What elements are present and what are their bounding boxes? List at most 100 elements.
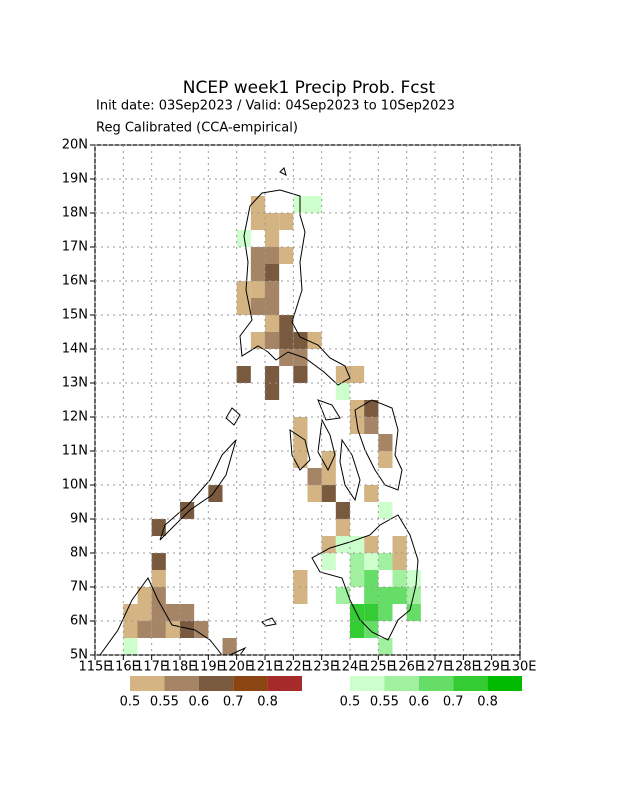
colorbar-swatch — [130, 676, 165, 691]
prob-cell — [180, 502, 195, 519]
prob-cell — [378, 434, 393, 451]
prob-cell — [279, 349, 294, 366]
prob-cell — [378, 502, 393, 519]
y-tick-label: 12N — [62, 410, 88, 425]
prob-cell — [265, 281, 280, 298]
prob-cell — [265, 383, 280, 400]
colorbar-label: 0.7 — [223, 695, 244, 710]
prob-cell — [293, 570, 308, 587]
x-tick-label: 115E — [78, 660, 111, 675]
prob-cell — [236, 230, 251, 247]
prob-cell — [265, 315, 280, 332]
subtitle: Reg Calibrated (CCA-empirical) — [96, 121, 298, 136]
prob-cell — [293, 587, 308, 604]
prob-cell — [364, 604, 379, 621]
prob-cell — [321, 468, 336, 485]
colorbar-label: 0.5 — [340, 695, 361, 710]
x-tick-label: 122E — [277, 660, 310, 675]
x-tick-label: 127E — [418, 660, 451, 675]
prob-cell — [406, 604, 421, 621]
prob-cell — [378, 604, 393, 621]
colorbar-swatch — [164, 676, 199, 691]
chart-title: NCEP week1 Precip Prob. Fcst — [183, 78, 436, 98]
prob-cell — [194, 621, 209, 638]
prob-cell — [307, 196, 322, 213]
prob-cell — [151, 570, 166, 587]
prob-cell — [406, 570, 421, 587]
prob-cell — [250, 264, 265, 281]
x-tick-label: 121E — [248, 660, 281, 675]
colorbar-swatch — [453, 676, 488, 691]
prob-cell — [165, 621, 180, 638]
x-tick-label: 124E — [333, 660, 366, 675]
prob-cell — [392, 553, 407, 570]
prob-cell — [293, 366, 308, 383]
prob-cell — [307, 468, 322, 485]
prob-cell — [293, 417, 308, 434]
prob-cell — [180, 621, 195, 638]
prob-cell — [151, 604, 166, 621]
prob-cell — [165, 604, 180, 621]
prob-cell — [307, 485, 322, 502]
y-tick-label: 10N — [62, 478, 88, 493]
prob-cell — [364, 587, 379, 604]
prob-cell — [250, 298, 265, 315]
x-tick-label: 130E — [503, 660, 536, 675]
x-tick-label: 126E — [390, 660, 423, 675]
prob-cell — [378, 638, 393, 655]
y-tick-label: 15N — [62, 308, 88, 323]
prob-cell — [123, 604, 138, 621]
prob-cell — [350, 604, 365, 621]
y-tick-label: 6N — [70, 614, 88, 629]
prob-cell — [279, 315, 294, 332]
prob-cell — [364, 400, 379, 417]
subtitle: Init date: 03Sep2023 / Valid: 04Sep2023 … — [96, 99, 455, 114]
prob-cell — [151, 587, 166, 604]
prob-cell — [265, 264, 280, 281]
prob-cell — [137, 621, 152, 638]
prob-cell — [321, 536, 336, 553]
colorbar-label: 0.7 — [443, 695, 464, 710]
colorbar-swatch — [384, 676, 419, 691]
prob-cell — [265, 247, 280, 264]
prob-cell — [279, 332, 294, 349]
prob-cell — [265, 298, 280, 315]
colorbar-label: 0.5 — [120, 695, 141, 710]
prob-cell — [250, 332, 265, 349]
prob-cell — [364, 553, 379, 570]
coastline — [99, 167, 419, 656]
colorbar-swatch — [233, 676, 268, 691]
x-tick-label: 123E — [305, 660, 338, 675]
prob-cell — [250, 281, 265, 298]
prob-cell — [293, 332, 308, 349]
y-tick-label: 8N — [70, 546, 88, 561]
colorbar-swatch — [418, 676, 454, 691]
x-tick-label: 119E — [192, 660, 225, 675]
prob-cell — [350, 536, 365, 553]
prob-cell — [265, 366, 280, 383]
prob-cell — [293, 434, 308, 451]
prob-cell — [378, 451, 393, 468]
y-tick-label: 13N — [62, 376, 88, 391]
y-tick-label: 20N — [62, 138, 88, 153]
colorbar-swatch — [487, 676, 522, 691]
colorbar-swatch — [350, 676, 385, 691]
prob-cell — [392, 536, 407, 553]
prob-cell — [364, 417, 379, 434]
colorbar-swatch — [198, 676, 234, 691]
colorbar-label: 0.6 — [188, 695, 209, 710]
prob-cell — [265, 332, 280, 349]
prob-cell — [378, 587, 393, 604]
prob-cell — [364, 536, 379, 553]
colorbar-swatch — [267, 676, 302, 691]
prob-cell — [250, 247, 265, 264]
prob-cell — [335, 366, 350, 383]
prob-cell — [279, 213, 294, 230]
prob-cell — [151, 621, 166, 638]
x-tick-label: 118E — [163, 660, 196, 675]
plot-border — [94, 144, 521, 656]
y-tick-label: 14N — [62, 342, 88, 357]
y-tick-label: 19N — [62, 172, 88, 187]
cells — [123, 196, 421, 655]
